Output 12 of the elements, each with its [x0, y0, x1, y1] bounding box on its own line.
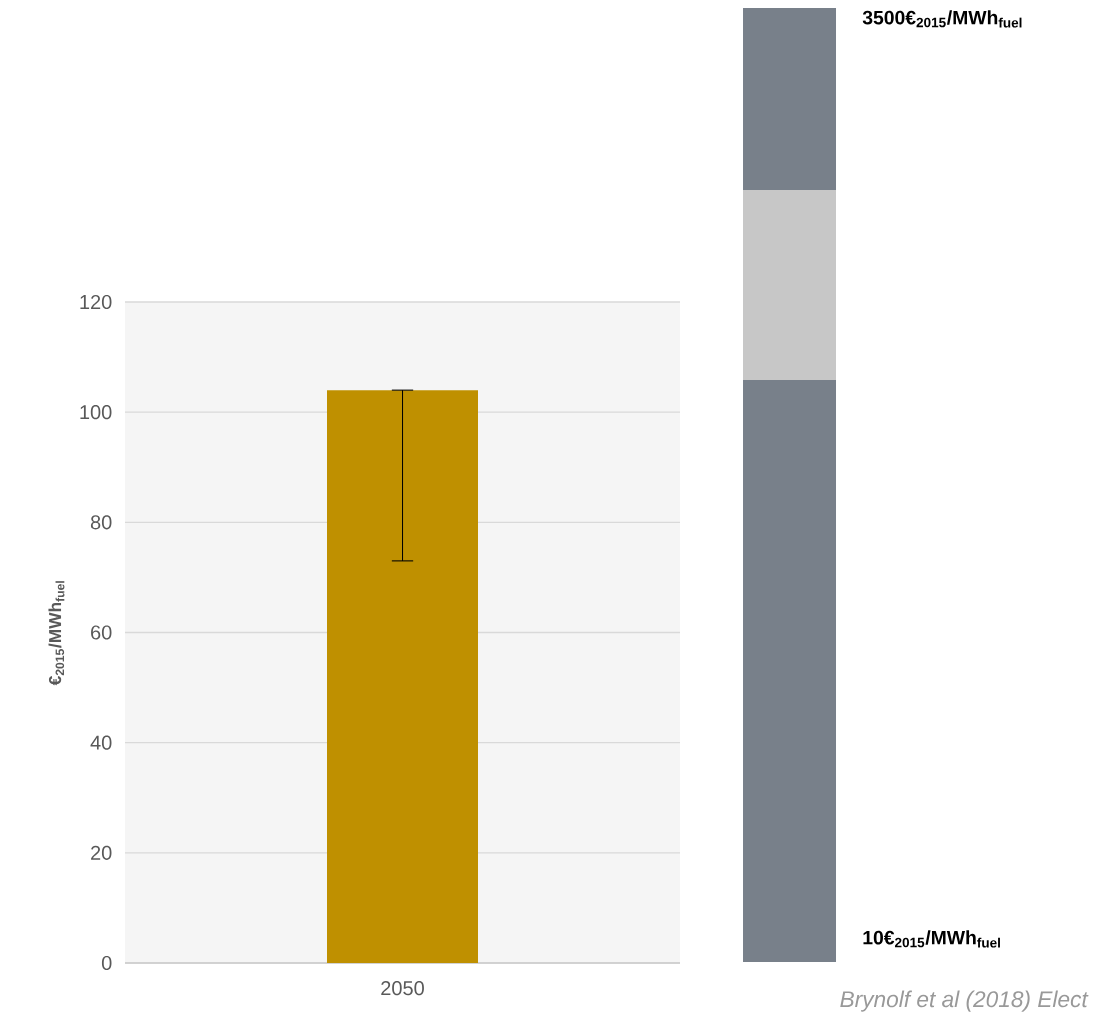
y-tick-label: 20: [91, 845, 112, 860]
y-tick-label: 80: [90, 515, 112, 530]
x-tick-label: 2050: [381, 981, 424, 996]
y-tick-label: 40: [90, 735, 112, 750]
y-axis-title: €$_{2015}$/MWh$_{fuel}$: [48, 581, 65, 686]
text: Brynolf et al (2018) Elect: [840, 990, 1089, 1012]
y-tick-label: 120: [80, 294, 112, 310]
y-tick-label: 60: [91, 625, 112, 640]
y-tick-label: 0: [101, 955, 112, 971]
y-tick-label: 100: [80, 405, 112, 420]
text: 10€$_{2015}$/MWh$_{fuel}$: [863, 930, 1000, 948]
text: 3500€$_{2015}$/MWh$_{fuel}$: [862, 10, 1022, 28]
